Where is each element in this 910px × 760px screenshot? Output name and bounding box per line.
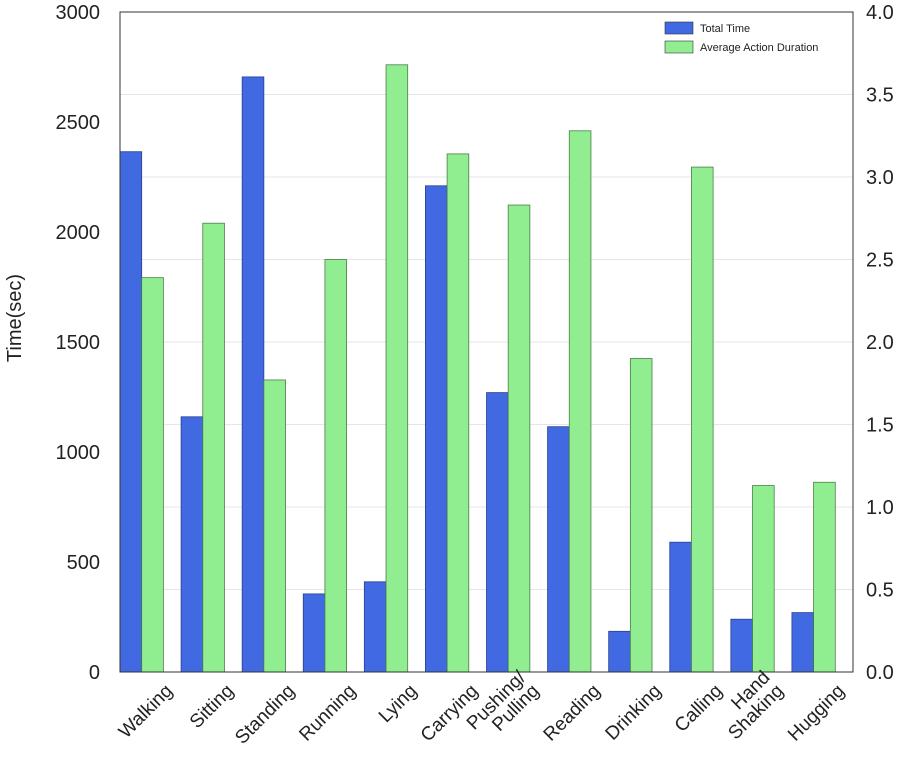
bar-average-action-duration <box>446 153 470 673</box>
category-label: Calling <box>671 681 727 737</box>
legend-swatch-total-time <box>664 21 694 35</box>
right-tick-label: 1.5 <box>866 415 894 437</box>
category-label: Hugging <box>784 681 849 746</box>
bar-total-time <box>180 416 204 673</box>
bar-total-time <box>302 593 326 673</box>
category-label-line: Sitting <box>186 681 238 733</box>
right-tick-label: 0.5 <box>866 580 894 602</box>
category-label: Running <box>295 681 360 746</box>
bar-average-action-duration <box>629 358 653 673</box>
bar-total-time <box>608 630 631 673</box>
category-label-line: Walking <box>115 681 177 743</box>
right-tick-label: 4.0 <box>866 2 894 24</box>
category-label-line: Standing <box>231 681 299 749</box>
plot-frame <box>119 11 854 673</box>
bar-average-action-duration <box>385 64 409 673</box>
right-tick-label: 3.5 <box>866 85 894 107</box>
bar-total-time <box>363 581 387 673</box>
bar-average-action-duration <box>324 259 348 673</box>
category-label-line: Calling <box>671 681 727 737</box>
left-tick-label: 0 <box>89 662 100 684</box>
category-label-line: Lying <box>375 681 421 727</box>
left-tick-label: 3000 <box>56 2 101 24</box>
right-tick-label: 1.0 <box>866 497 894 519</box>
category-label-line: Drinking <box>602 681 666 745</box>
category-label: Standing <box>231 681 299 749</box>
bar-average-action-duration <box>507 204 531 673</box>
right-tick-label: 0.0 <box>866 662 894 684</box>
bar-average-action-duration <box>202 222 225 673</box>
bar-average-action-duration <box>813 481 836 673</box>
category-label: Lying <box>375 681 421 727</box>
bar-total-time <box>730 618 753 673</box>
bar-total-time <box>241 76 265 673</box>
left-axis-ticks: 0 500 1000 1500 2000 2500 3000 <box>56 2 101 684</box>
category-label: Pushing/Pulling <box>463 667 544 736</box>
bar-average-action-duration <box>141 277 164 673</box>
category-label: Walking <box>115 681 177 743</box>
category-label: Drinking <box>602 681 666 745</box>
y-axis-label: Time(sec) <box>4 274 26 362</box>
category-label-line: Hugging <box>784 681 849 746</box>
bar-average-action-duration <box>752 485 775 673</box>
category-label: Reading <box>540 681 605 746</box>
legend-label-total-time: Total Time <box>700 23 750 35</box>
bar-total-time <box>425 185 448 673</box>
left-tick-label: 500 <box>67 552 100 574</box>
category-label-line: Reading <box>540 681 605 746</box>
left-tick-label: 2500 <box>56 112 101 134</box>
right-tick-label: 3.0 <box>866 167 894 189</box>
legend-label-average-action-duration: Average Action Duration <box>700 42 818 54</box>
bar-total-time <box>791 612 815 673</box>
bar-total-time <box>486 392 509 673</box>
bar-total-time <box>547 426 570 673</box>
right-tick-label: 2.5 <box>866 250 894 272</box>
bars <box>119 64 836 673</box>
bar-average-action-duration <box>263 379 286 673</box>
left-tick-label: 1000 <box>56 442 101 464</box>
bar-average-action-duration <box>691 166 714 673</box>
bar-total-time <box>669 541 692 673</box>
bar-average-action-duration <box>568 130 592 673</box>
legend-swatch-average-action-duration <box>664 40 694 54</box>
bar-total-time <box>119 151 143 673</box>
left-tick-label: 2000 <box>56 222 101 244</box>
category-label-line: Running <box>295 681 360 746</box>
right-axis-ticks: 0.0 0.5 1.0 1.5 2.0 2.5 3.0 3.5 4.0 <box>866 2 894 684</box>
left-tick-label: 1500 <box>56 332 101 354</box>
right-tick-label: 2.0 <box>866 332 894 354</box>
legend: Total Time Average Action Duration <box>664 21 818 54</box>
category-label: Sitting <box>186 681 238 733</box>
